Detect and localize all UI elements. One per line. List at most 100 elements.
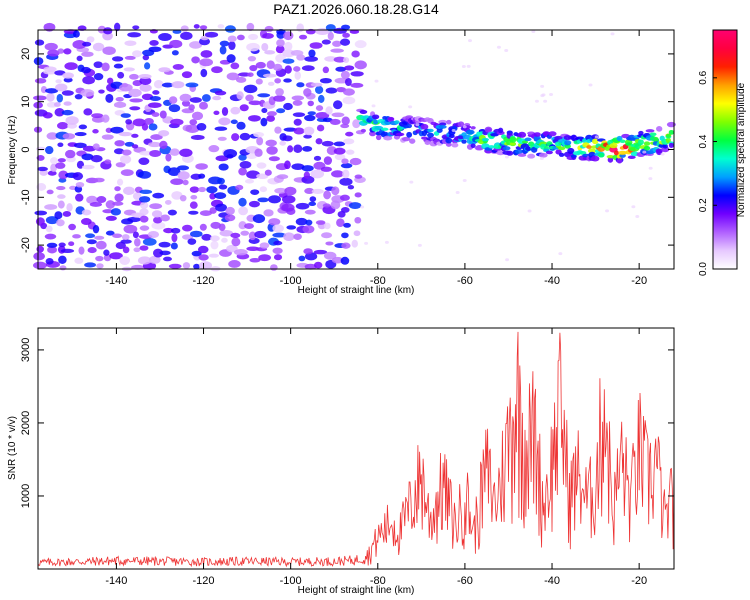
snr-panel: -140 -120 -100 -80 -60 -40 -20 1000 2000 3000 Hei… — [7, 327, 675, 596]
spectrogram-cell — [185, 124, 200, 133]
spectrogram-cell — [80, 89, 95, 97]
spectrogram-cell — [34, 210, 48, 216]
spectrogram-cell — [75, 193, 84, 202]
spectrogram-cell — [330, 48, 344, 53]
spectrogram-cell — [274, 187, 288, 194]
spectrogram-cell — [256, 162, 267, 169]
spectrogram-cell — [114, 22, 121, 32]
spectrogram-cell — [123, 186, 135, 196]
spectrogram-cell — [59, 265, 67, 271]
spectrogram-cell — [468, 39, 473, 43]
spectrogram-cell — [36, 183, 47, 191]
spectrogram-cell — [226, 244, 238, 253]
spectrogram-cell — [127, 32, 142, 38]
spectrogram-cell — [218, 163, 229, 171]
spectrogram-cell — [58, 242, 66, 247]
spectrogram-cell — [206, 186, 218, 194]
spectrogram-cell — [57, 122, 69, 130]
spectrogram-cell — [132, 231, 139, 239]
spectrogram-cell — [586, 145, 592, 150]
spectrogram-cell — [244, 179, 255, 184]
spectrogram-cell — [506, 150, 514, 156]
spectrogram-cell — [190, 194, 198, 200]
spectrogram-cell — [123, 67, 135, 72]
spectrogram-cell — [662, 143, 668, 149]
spectrogram-cell — [221, 237, 228, 243]
spectrogram-cell — [134, 238, 141, 247]
spectrogram-cell — [45, 88, 59, 94]
spectrogram-cell — [371, 104, 376, 108]
spectrogram-cell — [179, 93, 192, 102]
spectrogram-cell — [259, 242, 270, 249]
spectrogram-cell — [42, 112, 53, 119]
spectrogram-cell — [208, 145, 220, 153]
spectrogram-cell — [139, 225, 150, 231]
spectrogram-cell — [268, 195, 281, 204]
spectrogram-cell — [605, 209, 610, 213]
spectrogram-cell — [44, 204, 58, 210]
spectrogram-cell — [642, 150, 647, 154]
spectrogram-cell — [197, 245, 209, 254]
spectrogram-x-label: Height of straight line (km) — [298, 285, 415, 296]
spectrogram-cell — [291, 95, 305, 101]
spectrogram-cell — [86, 239, 97, 245]
spectrogram-cell — [347, 185, 355, 190]
spectrogram-cell — [665, 133, 671, 138]
spectrogram-cell — [231, 237, 241, 247]
spectrogram-cell — [354, 216, 362, 224]
spectrogram-cell — [46, 93, 55, 102]
spectrogram-cell — [191, 56, 200, 64]
spectrogram-cell — [498, 127, 504, 134]
spectrogram-cell — [46, 132, 59, 140]
spectrogram-cell — [311, 188, 324, 194]
spectrogram-cell — [228, 260, 241, 268]
figure-title: PAZ1.2026.060.18.28.G14 — [273, 1, 439, 17]
spectrogram-cell — [66, 203, 73, 212]
spectrogram-cell — [266, 115, 275, 122]
spectrogram-cell — [616, 158, 623, 164]
spectrogram-cell — [606, 155, 615, 159]
spectrogram-cell — [261, 42, 269, 52]
spectrogram-cell — [170, 227, 181, 234]
spectrogram-cell — [47, 170, 57, 176]
spectrogram-cell — [101, 134, 114, 140]
spectrogram-cell — [152, 90, 160, 95]
spectrogram-cell — [406, 131, 413, 138]
spectrogram-cell — [212, 95, 222, 101]
spectrogram-cell — [304, 56, 318, 62]
spectrogram-cell — [371, 114, 380, 120]
spectrogram-cell — [182, 262, 191, 269]
x-tick-label: -120 — [193, 275, 215, 287]
spectrogram-cell — [607, 156, 614, 163]
spectrogram-cell — [209, 207, 217, 214]
spectrogram-cell — [345, 131, 354, 137]
spectrogram-cell — [343, 222, 351, 228]
spectrogram-cell — [462, 179, 467, 183]
spectrogram-cell — [257, 93, 271, 98]
spectrogram-cell — [284, 186, 297, 196]
spectrogram-cell — [214, 126, 228, 131]
spectrogram-cell — [668, 142, 674, 148]
spectrogram-cell — [395, 132, 405, 137]
spectrogram-cell — [170, 118, 184, 126]
spectrogram-cell — [132, 118, 146, 127]
spectrogram-cell — [211, 66, 223, 74]
spectrogram-cell — [228, 41, 236, 51]
spectrogram-cell — [283, 232, 295, 242]
spectrogram-cell — [369, 131, 377, 137]
spectrogram-cell — [90, 154, 103, 163]
spectrogram-cell — [609, 143, 618, 149]
spectrogram-cell — [470, 126, 476, 130]
spectrogram-cell — [284, 41, 293, 51]
spectrogram-cell — [266, 60, 275, 70]
spectrogram-cell — [159, 110, 167, 119]
spectrogram-cell — [131, 144, 139, 149]
spectrogram-cell — [139, 76, 152, 85]
spectrogram-cell — [549, 93, 554, 97]
spectrogram-cell — [36, 146, 46, 151]
spectrogram-cell — [304, 209, 316, 215]
spectrogram-cell — [227, 35, 237, 43]
spectrogram-cell — [295, 217, 308, 226]
spectrogram-cell — [543, 99, 548, 103]
spectrogram-cell — [348, 202, 362, 209]
